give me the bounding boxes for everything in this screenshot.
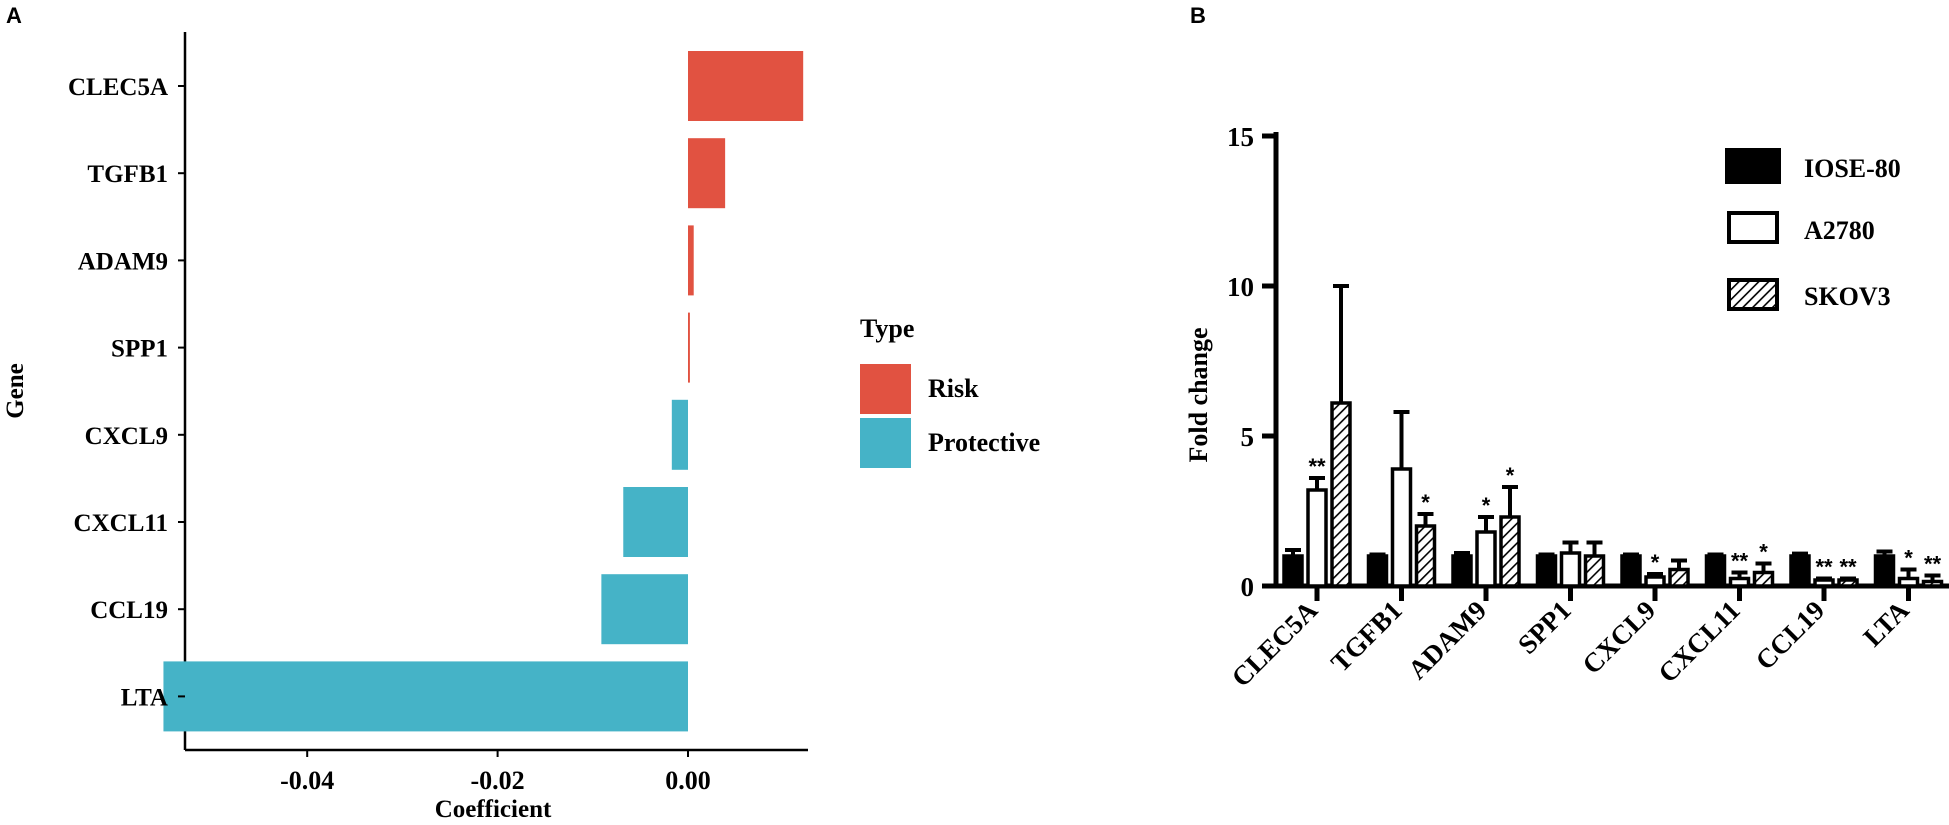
y-tick-label: 10 [1227,272,1254,302]
bar-cxcl9-iose-80 [1620,554,1642,588]
panel-a-y-axis-title: Gene [2,363,29,419]
bar-ccl19-a2780 [1813,578,1835,588]
panel-a-legend: Type Risk Protective [860,314,1040,468]
x-tick-label-adam9: ADAM9 [1402,595,1492,685]
legend-label-skov3: SKOV3 [1804,282,1891,311]
x-tick-label-cxcl11: CXCL11 [1652,595,1745,688]
bar-clec5a [688,51,804,121]
significance-cxcl11-skov3: * [1759,540,1768,565]
bar-lta-skov3 [1921,579,1944,588]
bar-tgfb1-iose-80 [1366,554,1389,588]
legend-swatch-iose-80 [1725,148,1781,184]
legend-swatch-protective [860,418,911,468]
x-tick-label: -0.04 [280,766,334,795]
bar-clec5a-skov3 [1330,401,1352,588]
y-tick-label: 0 [1241,572,1255,602]
bar-spp1-iose-80 [1535,554,1558,588]
bar-ccl19-iose-80 [1789,554,1811,588]
panel-a-coefficient-chart: CLEC5ATGFB1ADAM9SPP1CXCL9CXCL11CCL19LTA … [2,32,1040,823]
x-tick-label-lta: LTA [1857,595,1915,653]
bar-lta [163,661,688,732]
legend-title: Type [860,314,914,343]
panel-a-x-axis-title: Coefficient [435,796,552,823]
x-tick-label-ccl19: CCL19 [1750,595,1831,676]
panel-b-y-axis-title: Fold change [1184,327,1213,462]
significance-ccl19-skov3: ** [1839,555,1857,580]
significance-cxcl11-a2780: ** [1731,549,1749,574]
legend-label-a2780: A2780 [1804,216,1875,245]
significance-clec5a-a2780: ** [1308,454,1326,479]
bar-clec5a-iose-80 [1282,554,1304,588]
y-tick-label-spp1: SPP1 [111,336,168,363]
x-tick-label-spp1: SPP1 [1512,595,1577,660]
bar-ccl19-skov3 [1837,578,1859,588]
significance-lta-a2780: * [1904,546,1913,571]
legend-label-protective: Protective [928,428,1040,457]
panel-b-label: B [1190,3,1206,28]
y-tick-label-cxcl11: CXCL11 [74,510,168,537]
bar-cxcl9 [671,399,688,470]
panel-b-legend: IOSE-80 A2780 SKOV3 [1725,148,1901,311]
legend-swatch-skov3 [1727,278,1779,311]
bar-adam9-iose-80 [1451,554,1473,588]
significance-lta-skov3: ** [1924,552,1942,577]
significance-tgfb1-skov3: * [1421,490,1430,515]
bar-tgfb1-skov3 [1414,524,1437,588]
bar-spp1-skov3 [1583,554,1606,588]
y-tick-label-tgfb1: TGFB1 [87,161,168,188]
bar-lta-iose-80 [1873,554,1896,588]
y-tick-label-clec5a: CLEC5A [68,74,168,101]
bar-cxcl9-a2780 [1644,575,1666,588]
bar-clec5a-a2780 [1306,488,1328,588]
legend-label-iose-80: IOSE-80 [1804,154,1901,183]
x-tick-label-tgfb1: TGFB1 [1325,595,1408,678]
y-tick-label-ccl19: CCL19 [90,597,168,624]
y-tick-label: 5 [1241,422,1255,452]
y-tick-label: 15 [1227,122,1254,152]
x-tick-label-cxcl9: CXCL9 [1576,595,1661,680]
bar-tgfb1 [688,138,726,209]
y-tick-label-cxcl9: CXCL9 [85,423,168,450]
x-tick-label: -0.02 [471,766,525,795]
bar-adam9-a2780 [1475,530,1497,588]
bar-tgfb1-a2780 [1390,467,1413,588]
panel-a-label: A [6,3,22,28]
y-tick-label-adam9: ADAM9 [78,248,168,275]
bar-cxcl9-skov3 [1668,567,1690,588]
significance-adam9-skov3: * [1506,463,1515,488]
significance-ccl19-a2780: ** [1815,555,1833,580]
legend-label-risk: Risk [928,374,979,403]
bar-adam9 [688,225,694,296]
legend-swatch-risk [860,364,911,414]
bar-spp1 [688,312,690,383]
x-tick-label-clec5a: CLEC5A [1226,595,1324,693]
significance-cxcl9-a2780: * [1651,550,1660,575]
bar-cxcl11-a2780 [1728,576,1751,588]
bar-adam9-skov3 [1499,515,1521,588]
legend-swatch-a2780 [1727,211,1779,244]
x-tick-label: 0.00 [665,766,711,795]
bar-cxcl11 [623,487,688,557]
bar-cxcl11-skov3 [1752,570,1775,588]
significance-adam9-a2780: * [1482,493,1491,518]
bar-lta-a2780 [1897,576,1920,588]
bar-spp1-a2780 [1559,551,1582,588]
bar-cxcl11-iose-80 [1704,554,1727,588]
y-tick-label-lta: LTA [121,684,168,711]
bar-ccl19 [601,574,688,645]
